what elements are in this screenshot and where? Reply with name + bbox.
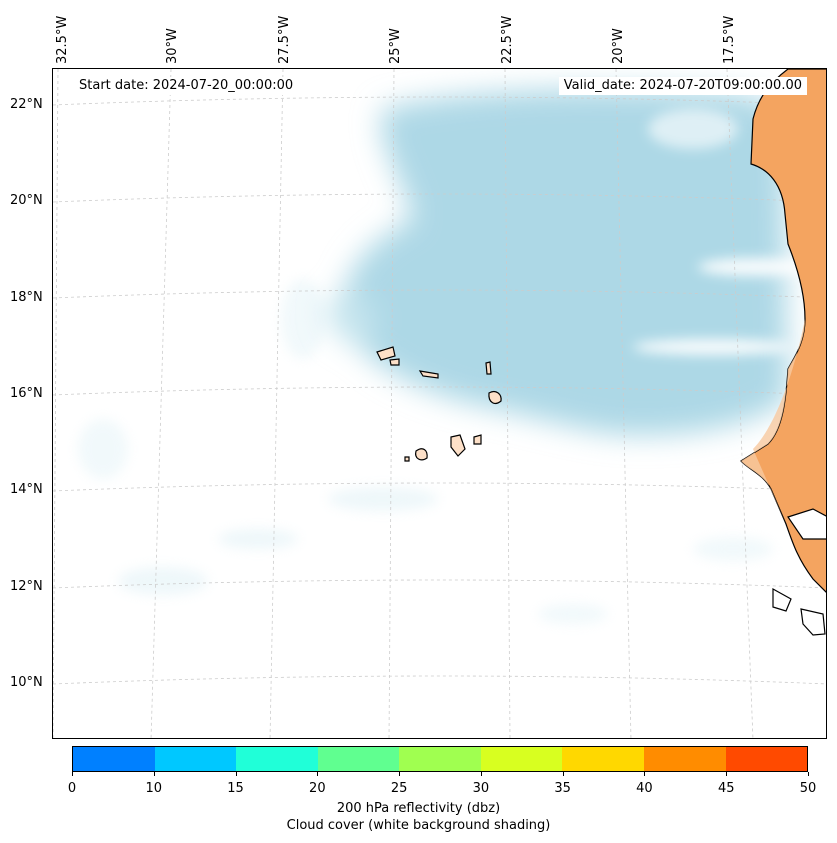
meridian-22-5w	[504, 69, 511, 738]
parallel-20n	[53, 193, 826, 203]
colorbar-tick-label: 25	[390, 781, 408, 796]
colorbar-tick	[317, 772, 319, 776]
lat-label-18n: 18°N	[10, 290, 43, 305]
colorbar-tick	[72, 772, 73, 776]
colorbar-tick	[235, 772, 237, 776]
meridian-20w	[615, 69, 632, 738]
colorbar-tick-label: 20	[309, 781, 326, 796]
colorbar-tick	[399, 772, 401, 776]
map-canvas	[53, 69, 826, 738]
colorbar-tick-label: 35	[554, 781, 571, 796]
clear-streak	[648, 109, 738, 149]
meridian-32-5w	[53, 69, 59, 738]
colorbar-tick-label: 45	[717, 781, 735, 796]
coast-inlet	[787, 508, 826, 540]
lon-label-30w: 30°W	[165, 28, 180, 64]
colorbar-tick	[726, 772, 728, 776]
parallel-18n	[53, 289, 826, 299]
island-brava	[404, 456, 410, 462]
colorbar-tick-label: 50	[799, 781, 817, 796]
meridian-27-5w	[269, 69, 284, 738]
parallel-16n	[53, 386, 826, 396]
faint-cloud-patch	[281, 279, 325, 359]
lon-label-20w: 20°W	[611, 28, 626, 64]
lat-label-12n: 12°N	[10, 579, 43, 594]
reflectivity-colorbar	[72, 746, 808, 772]
cloud-cover-edge	[326, 294, 375, 344]
lat-label-20n: 20°N	[10, 193, 43, 208]
meridian-17-5w	[726, 69, 754, 738]
lon-label-17-5w: 17.5°W	[722, 15, 737, 64]
faint-cloud-patches	[78, 279, 773, 624]
colorbar-segment	[154, 747, 237, 771]
faint-cloud-patch	[693, 537, 773, 561]
lat-label-16n: 16°N	[10, 386, 43, 401]
lat-label-14n: 14°N	[10, 482, 43, 497]
colorbar-segment	[643, 747, 726, 771]
colorbar-tick	[808, 772, 809, 776]
colorbar-tick	[480, 772, 482, 776]
graticule	[53, 69, 826, 738]
colorbar-tick-label: 30	[472, 781, 490, 796]
cape-verde-islands	[376, 346, 502, 462]
lon-label-25w: 25°W	[388, 28, 403, 64]
island-sao-vicente	[389, 358, 400, 366]
colorbar-tick	[153, 772, 155, 776]
island-sal	[485, 361, 492, 375]
colorbar-segment	[725, 747, 808, 771]
faint-cloud-patch	[538, 604, 608, 624]
meridian-25w	[388, 69, 395, 738]
clear-streak	[633, 339, 793, 355]
faint-cloud-patch	[118, 567, 208, 595]
faint-cloud-patch	[328, 487, 438, 511]
parallel-12n	[53, 579, 826, 589]
colorbar-tick-label: 0	[67, 781, 77, 796]
island-maio	[473, 434, 482, 445]
african-coast	[740, 69, 826, 636]
island-santiago	[450, 434, 466, 457]
colorbar-segment	[236, 747, 318, 771]
lon-label-27-5w: 27.5°W	[277, 15, 292, 64]
clear-streaks	[633, 109, 818, 355]
colorbar-tick-label: 15	[227, 781, 244, 796]
parallel-14n	[53, 482, 826, 492]
island-fogo	[415, 448, 428, 461]
colorbar-segment	[317, 747, 400, 771]
colorbar-tick	[644, 772, 646, 776]
parallel-10n	[53, 675, 826, 685]
faint-cloud-patch	[218, 529, 298, 549]
faint-cloud-patch	[78, 419, 128, 479]
colorbar-tick-label: 10	[145, 781, 163, 796]
island-sao-nicolau	[418, 370, 439, 379]
map-panel	[52, 68, 827, 739]
colorbar-label-cloud-cover: Cloud cover (white background shading)	[286, 818, 551, 833]
island-santo-antao	[376, 346, 396, 361]
start-date-label: Start date: 2024-07-20_00:00:00	[74, 77, 299, 95]
colorbar-tick-label: 40	[636, 781, 653, 796]
colorbar-segment	[73, 747, 155, 771]
meridian-30w	[150, 69, 172, 738]
colorbar-segment	[399, 747, 481, 771]
coast-island	[800, 608, 826, 636]
lat-label-10n: 10°N	[10, 675, 43, 690]
colorbar-tick	[562, 772, 564, 776]
clear-streak	[698, 258, 818, 276]
lon-label-32-5w: 32.5°W	[55, 15, 70, 64]
lon-label-22-5w: 22.5°W	[500, 15, 515, 64]
parallel-22n	[53, 96, 826, 106]
land-mass-shading	[741, 319, 805, 524]
coast-island	[772, 587, 792, 612]
valid-date-label: Valid_date: 2024-07-20T09:00:00.00	[558, 77, 807, 95]
colorbar-label-reflectivity: 200 hPa reflectivity (dbz)	[336, 801, 501, 816]
colorbar-segment	[480, 747, 563, 771]
lat-label-22n: 22°N	[10, 97, 43, 112]
colorbar-segment	[562, 747, 644, 771]
island-boa-vista	[488, 390, 502, 404]
